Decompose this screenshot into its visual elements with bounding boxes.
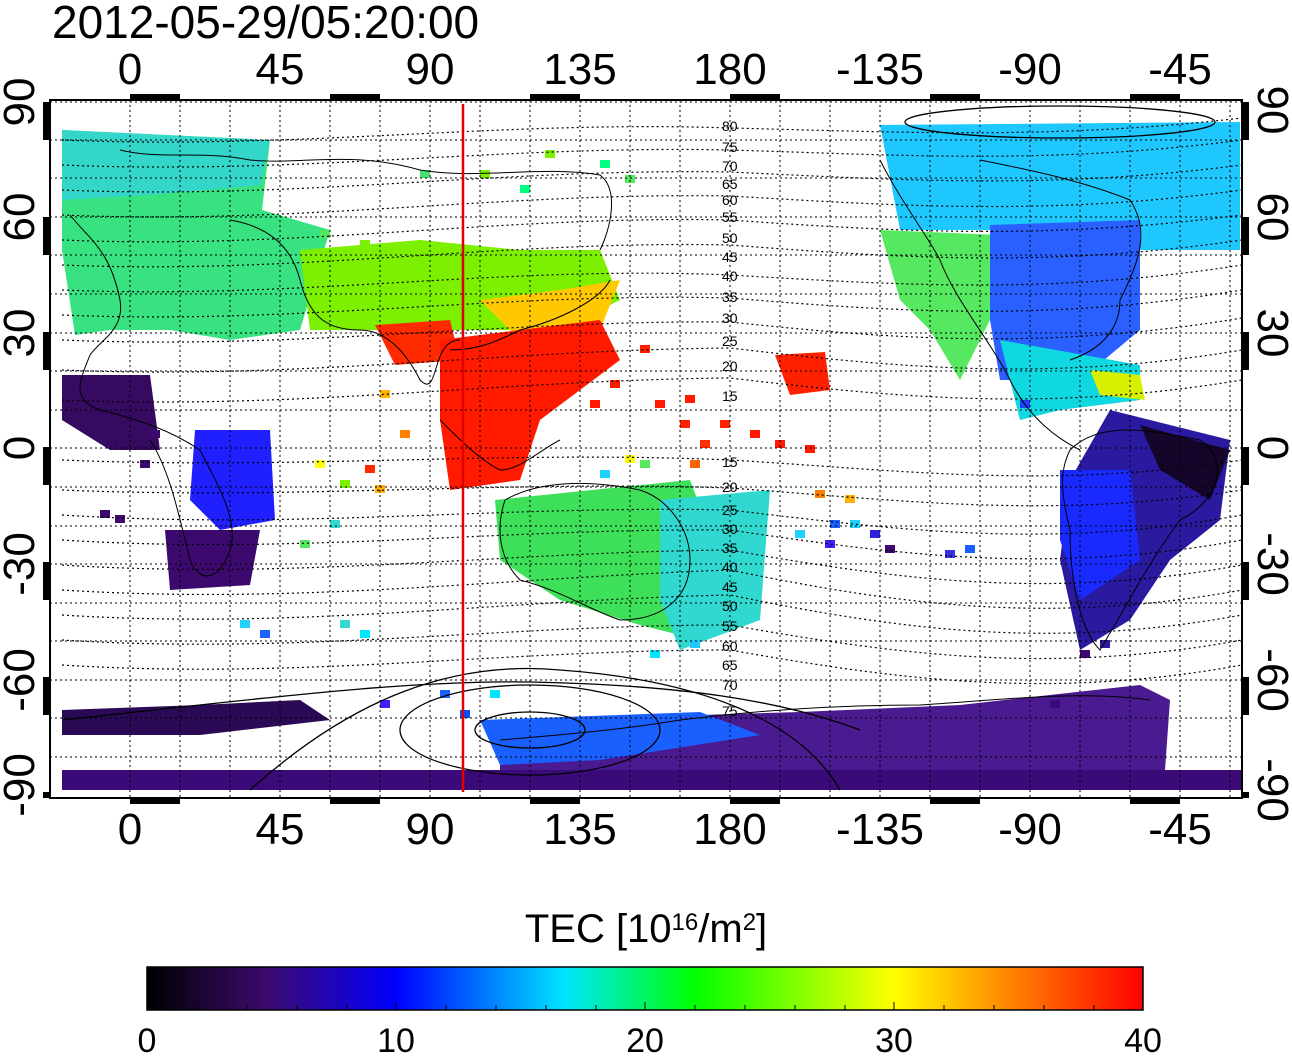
coastlines: [69, 149, 1218, 741]
top-lon-labels: 0 45 90 135 180 -135 -90 -45: [118, 45, 1212, 94]
plot-frame: [49, 99, 1243, 799]
top-lon-label: 180: [693, 45, 766, 94]
mag-lat-label-s30: 30: [722, 521, 738, 537]
left-lat-label: 60: [0, 193, 44, 242]
colorbar-label-exp1: 16: [671, 909, 699, 936]
tec-region-europe-north: [62, 130, 270, 200]
mag-lat-label-n70: 70: [722, 158, 738, 174]
mag-lat-label-n75: 75: [722, 139, 738, 155]
mag-lat-label-n15: 15: [722, 388, 738, 404]
mag-lat-labels: 80 75 70 65 60 55 50 45 40 35 30 25 20 1…: [722, 118, 738, 719]
colorbar-label-main: TEC [10: [524, 907, 672, 951]
bottom-lon-label: 90: [406, 805, 455, 854]
bottom-lon-label: 45: [256, 805, 305, 854]
mag-lat-label-s35: 35: [722, 540, 738, 556]
tec-region-samerica-dark: [1140, 425, 1230, 500]
top-lon-label: 45: [256, 45, 305, 94]
left-lat-label: 30: [0, 309, 44, 358]
map-title: 2012-05-29/05:20:00: [52, 0, 480, 48]
mag-lat-label-s40: 40: [722, 559, 738, 575]
colorbar-tick-label: 40: [1124, 1022, 1162, 1060]
mag-lat-label-s25: 25: [722, 502, 738, 518]
right-lat-label: 30: [1248, 309, 1292, 358]
tec-region-africa-blue: [190, 430, 275, 530]
mag-lat-label-n50: 50: [722, 230, 738, 246]
colorbar-tick-label: 10: [377, 1022, 415, 1060]
mag-lat-label-s60: 60: [722, 638, 738, 654]
mag-lat-label-n40: 40: [722, 268, 738, 284]
mag-lat-label-s15: 15: [722, 454, 738, 470]
top-lon-label: -45: [1148, 45, 1212, 94]
mag-lat-label-n35: 35: [722, 289, 738, 305]
bottom-lon-label: -135: [836, 805, 924, 854]
right-lat-label: 60: [1248, 193, 1292, 242]
colorbar-ticks: [196, 1002, 1095, 1010]
graticule: [50, 100, 1242, 798]
colorbar-tick-label: 0: [137, 1022, 157, 1060]
top-lon-label: 0: [118, 45, 142, 94]
left-lat-labels: 90 60 30 0 -30 -60 -90: [0, 78, 44, 817]
mag-lat-label-n60: 60: [722, 192, 738, 208]
right-lat-label: 90: [1248, 86, 1292, 135]
right-lat-label: -60: [1248, 648, 1292, 712]
mag-lat-label-s50: 50: [722, 598, 738, 614]
mag-lat-label-s70: 70: [722, 677, 738, 693]
mag-lat-label-s75: 75: [722, 703, 738, 719]
bottom-lon-label: 135: [543, 805, 616, 854]
left-lat-label: -60: [0, 648, 44, 712]
colorbar-tick-label: 30: [875, 1022, 913, 1060]
bottom-lon-labels: 0 45 90 135 180 -135 -90 -45: [118, 805, 1212, 854]
mag-lat-label-s20: 20: [722, 479, 738, 495]
tec-region-samerica-blue: [1060, 470, 1140, 600]
mag-lat-contours: [61, 117, 1242, 685]
tec-region-gulf: [1000, 340, 1140, 420]
mag-lat-label-s45: 45: [722, 579, 738, 595]
mag-lat-label-n80: 80: [722, 118, 738, 134]
bottom-lon-label: -90: [998, 805, 1062, 854]
left-lat-label: -90: [0, 753, 44, 817]
mag-lat-label-n30: 30: [722, 310, 738, 326]
mag-lat-label-s65: 65: [722, 657, 738, 673]
mag-lat-label-n20: 20: [722, 358, 738, 374]
tec-region-antarctic-west: [500, 685, 1170, 780]
left-lat-label: 90: [0, 78, 44, 127]
top-lon-label: 90: [406, 45, 455, 94]
mag-lat-label-n65: 65: [722, 176, 738, 192]
bottom-lon-label: 180: [693, 805, 766, 854]
right-lat-labels: 90 60 30 0 -30 -60 -90: [1248, 86, 1292, 822]
mag-lat-label-n45: 45: [722, 249, 738, 265]
tec-region-canada: [880, 122, 1240, 250]
top-lon-label: 135: [543, 45, 616, 94]
colorbar-label-exp2: 2: [742, 909, 757, 936]
colorbar-label-end: ]: [756, 907, 768, 951]
bottom-lon-label: -45: [1148, 805, 1212, 854]
left-lat-label: 0: [0, 436, 44, 460]
tec-region-antarctic-blue: [480, 712, 760, 765]
left-lat-label: -30: [0, 532, 44, 596]
tec-region-caribbean-yellow: [1090, 370, 1145, 400]
top-lon-label: -90: [998, 45, 1062, 94]
colorbar-label: TEC [1016/m2]: [0, 905, 1292, 953]
right-lat-label: -30: [1248, 532, 1292, 596]
mag-lat-label-n25: 25: [722, 333, 738, 349]
bottom-lon-label: 0: [118, 805, 142, 854]
frame-ticks: [43, 94, 1249, 804]
tec-region-india-red: [375, 320, 460, 365]
tec-region-na-blue: [990, 220, 1140, 380]
tec-region-south-strip: [62, 770, 1242, 790]
mag-lat-label-s55: 55: [722, 618, 738, 634]
right-lat-label: -90: [1248, 758, 1292, 822]
tec-region-pacific-red: [775, 352, 830, 395]
right-lat-label: 0: [1248, 436, 1292, 460]
top-lon-label: -135: [836, 45, 924, 94]
mag-lat-label-n55: 55: [722, 209, 738, 225]
tec-region-na-green: [880, 230, 1000, 380]
colorbar-tick-label: 20: [626, 1022, 664, 1060]
tec-region-africa-purple: [165, 530, 260, 590]
colorbar-label-mid: /m: [698, 907, 743, 951]
